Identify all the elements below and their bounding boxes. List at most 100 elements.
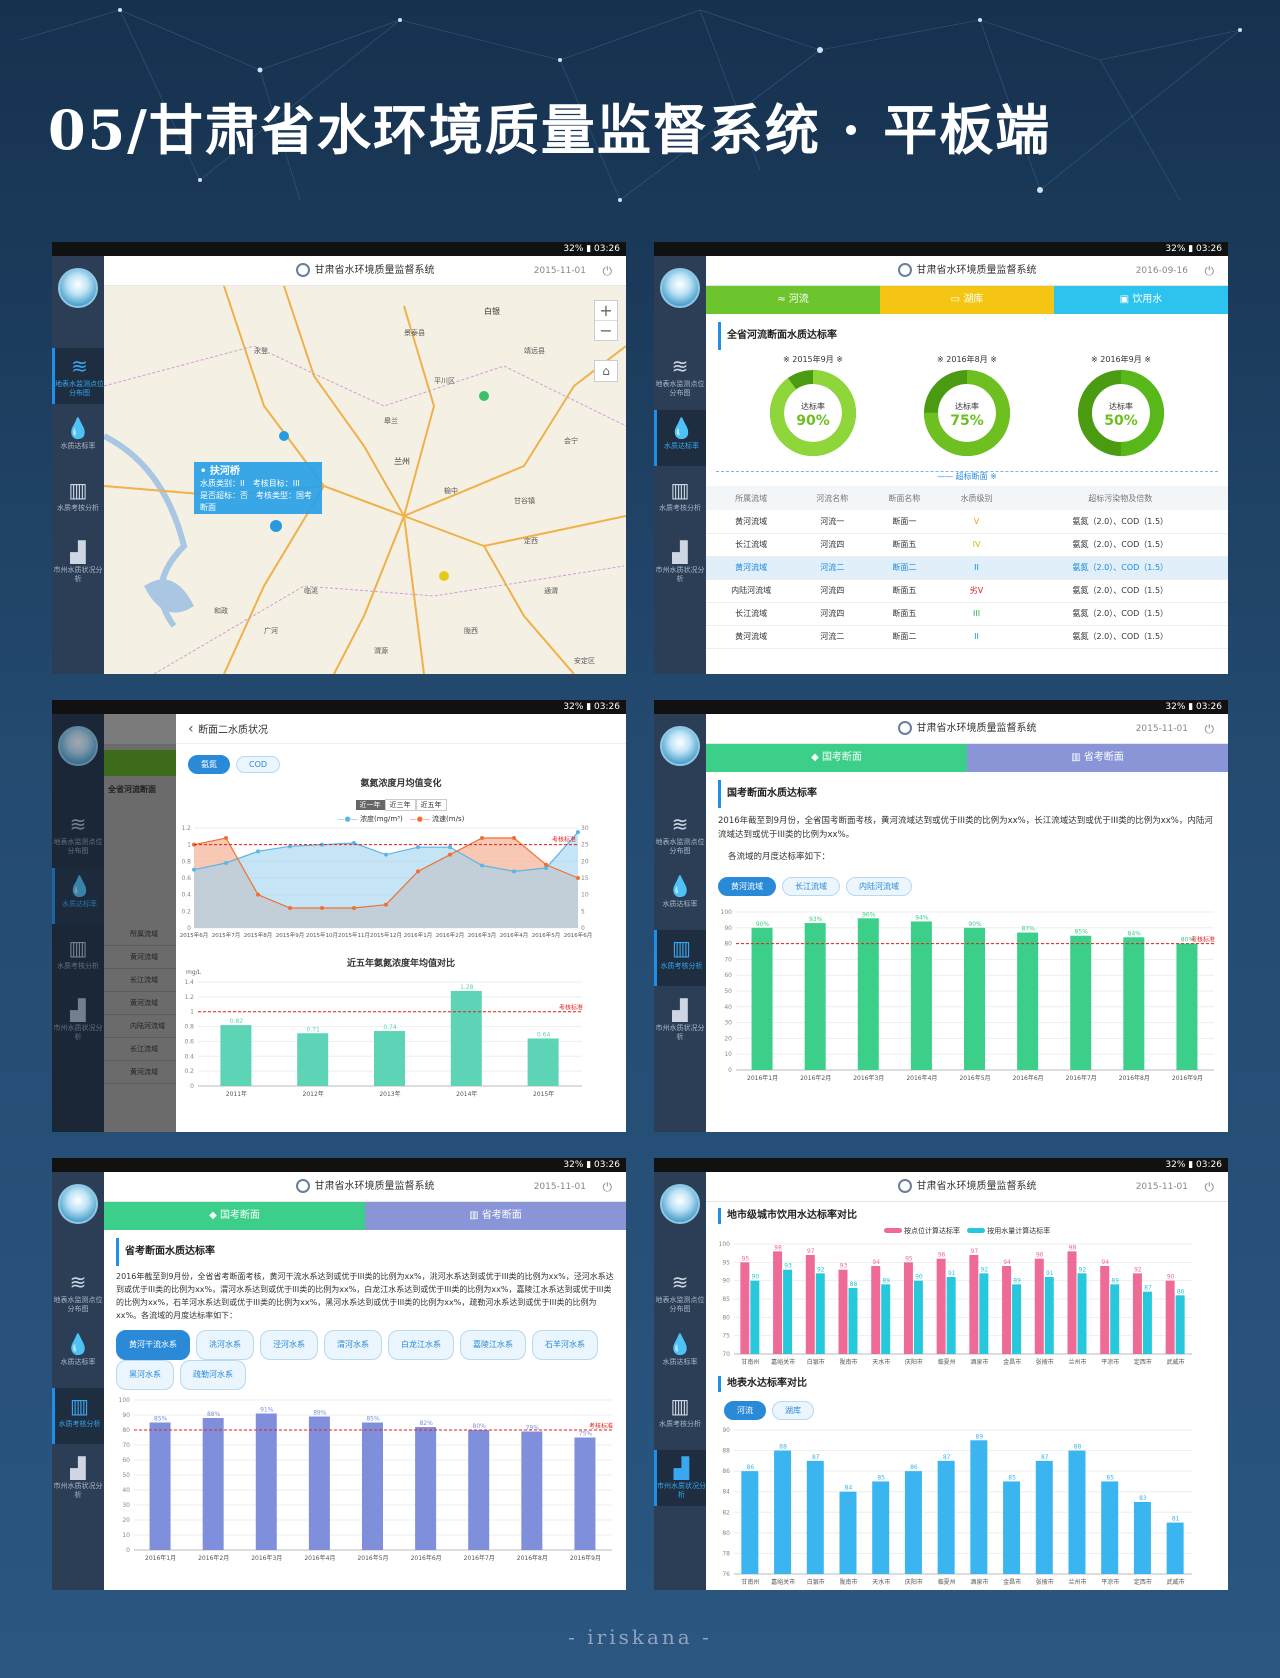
map-view[interactable]: 白银 兰州 景泰县 靖远县 临洮 定西 会宁 平川区 永登 皋兰 榆中 和政 广…: [104, 286, 626, 674]
nav-city[interactable]: ▟ 市州水质状况分析: [53, 998, 103, 1041]
data-label: 88: [850, 1281, 858, 1288]
y-tick-label: 40: [122, 1487, 130, 1494]
period-3y[interactable]: 近三年: [384, 799, 416, 811]
bar: [904, 1471, 922, 1574]
pill-yellow-river[interactable]: 黄河流域: [718, 877, 776, 896]
power-icon[interactable]: ⏻: [602, 264, 613, 278]
zoom-in-button[interactable]: +: [599, 301, 613, 320]
data-label: 94: [1003, 1259, 1011, 1266]
table-row[interactable]: 黄河流域 河流一 断面一 V 氨氮（2.0）、COD（1.5）: [706, 510, 1228, 534]
system-pill[interactable]: 白龙江水系: [388, 1330, 454, 1360]
section-title: 全省河流断面水质达标率: [718, 322, 1216, 350]
data-label: 85: [877, 1474, 885, 1481]
date-picker[interactable]: 2015-11-01: [1135, 1182, 1188, 1192]
system-pill[interactable]: 渭河水系: [324, 1330, 382, 1360]
table-row[interactable]: 长江流域 河流四 断面五 III 氨氮（2.0）、COD（1.5）: [706, 602, 1228, 626]
date-picker[interactable]: 2015-11-01: [533, 1182, 586, 1192]
place-label: 会宁: [564, 437, 578, 445]
data-label: 0.82: [230, 1018, 244, 1025]
nav-map[interactable]: ≋ 地表水监测点位分布图: [655, 1270, 705, 1313]
nav-rate[interactable]: 💧 水质达标率: [52, 410, 104, 466]
place-label: 渭源: [374, 647, 388, 655]
power-icon[interactable]: ⏻: [1204, 264, 1215, 278]
tab-national[interactable]: ◆ 国考断面: [706, 744, 967, 772]
system-pill[interactable]: 黑河水系: [116, 1360, 174, 1390]
zoom-out-button[interactable]: −: [595, 320, 617, 340]
tab-provincial[interactable]: ▥ 省考断面: [967, 744, 1228, 772]
system-pill[interactable]: 泾河水系: [260, 1330, 318, 1360]
power-icon[interactable]: ⏻: [1204, 722, 1215, 736]
tablet-screen-city: 32% ▮ 03:26 ≋ 地表水监测点位分布图 💧 水质达标率 ▥ 水质考核分析 ▟…: [654, 1158, 1228, 1590]
bar-chart-icon: ▟: [70, 998, 86, 1022]
flow-point: [480, 836, 484, 840]
period-1y[interactable]: 近一年: [355, 800, 385, 810]
nav-map[interactable]: ≋ 地表水监测点位分布图: [53, 812, 103, 855]
table-header-cell: 超标污染物及倍数: [1012, 486, 1228, 510]
tab-drinking[interactable]: ▣ 饮用水: [1054, 286, 1228, 314]
pill-inland[interactable]: 内陆河流域: [846, 877, 912, 896]
x-tick-label: 2014年: [456, 1090, 477, 1098]
place-label: 陇西: [464, 627, 478, 635]
dim-header: [104, 714, 176, 744]
nav-rate[interactable]: 💧 水质达标率: [654, 868, 706, 924]
table-row[interactable]: 长江流域 河流四 断面五 IV 氨氮（2.0）、COD（1.5）: [706, 533, 1228, 557]
nav-rate[interactable]: 💧 水质达标率: [52, 868, 104, 924]
nav-city[interactable]: ▟ 市州水质状况分析: [654, 1450, 706, 1506]
nav-city[interactable]: ▟ 市州水质状况分析: [655, 540, 705, 583]
nav-assess[interactable]: ▥ 水质考核分析: [654, 930, 706, 986]
tab-lake[interactable]: ▭ 湖库: [880, 286, 1054, 314]
nav-city[interactable]: ▟ 市州水质状况分析: [53, 540, 103, 583]
government-icon: ▥: [469, 1210, 482, 1221]
y-tick-label: 90: [724, 925, 732, 932]
nav-rate[interactable]: 💧 水质达标率: [654, 1326, 706, 1382]
waterfall-icon: ≋: [671, 812, 689, 836]
flow-point: [448, 852, 452, 857]
tab-national[interactable]: ◆ 国考断面: [104, 1202, 365, 1230]
back-button[interactable]: ‹: [188, 721, 199, 737]
date-picker[interactable]: 2015-11-01: [1135, 724, 1188, 734]
nav-city[interactable]: ▟ 市州水质状况分析: [655, 998, 705, 1041]
period-5y[interactable]: 近五年: [415, 799, 447, 811]
date-picker[interactable]: 2015-11-01: [533, 266, 586, 276]
pill-cod[interactable]: COD: [236, 756, 281, 773]
nav-assess[interactable]: ▥ 水质考核分析: [654, 472, 706, 528]
nav-assess[interactable]: ▥ 水质考核分析: [52, 930, 104, 986]
power-icon[interactable]: ⏻: [1204, 1180, 1215, 1194]
system-pill[interactable]: 疏勒河水系: [180, 1360, 246, 1390]
home-button[interactable]: ⌂: [594, 360, 618, 382]
nav-map[interactable]: ≋ 地表水监测点位分布图: [52, 348, 104, 404]
date-picker[interactable]: 2016-09-16: [1135, 266, 1188, 276]
nav-map[interactable]: ≋ 地表水监测点位分布图: [655, 354, 705, 397]
table-row[interactable]: 内陆河流域 河流四 断面五 劣V 氨氮（2.0）、COD（1.5）: [706, 579, 1228, 603]
donut-block: ※ 2016年8月 ※ 达标率 75%: [919, 354, 1015, 465]
pill-yangtze[interactable]: 长江流域: [782, 877, 840, 896]
author-credit: - iriskana -: [568, 1625, 712, 1649]
nav-rate[interactable]: 💧 水质达标率: [654, 410, 706, 466]
table-cell: 氨氮（2.0）、COD（1.5）: [1012, 556, 1228, 580]
power-icon[interactable]: ⏻: [602, 1180, 613, 1194]
tab-river[interactable]: ≈ 河流: [706, 286, 880, 314]
system-pill[interactable]: 黄河干流水系: [116, 1330, 190, 1360]
nav-map[interactable]: ≋ 地表水监测点位分布图: [655, 812, 705, 855]
nav-assess[interactable]: ▥ 水质考核分析: [52, 1388, 104, 1444]
summary-text: 2016年截至到9月份，全省国考断面考核，黄河流域达到或优于III类的比例为xx…: [718, 816, 1213, 840]
table-row[interactable]: 黄河流域 河流二 断面二 II 氨氮（2.0）、COD（1.5）: [706, 625, 1228, 649]
table-row[interactable]: 黄河流域 河流二 断面二 II 氨氮（2.0）、COD（1.5）: [706, 556, 1228, 580]
nav-rate[interactable]: 💧 水质达标率: [52, 1326, 104, 1382]
table-header-cell: 水质级别: [940, 486, 1013, 510]
system-pill[interactable]: 石羊河水系: [532, 1330, 598, 1360]
pill-ammonia[interactable]: 氨氮: [188, 755, 230, 774]
system-pill[interactable]: 嘉陵江水系: [460, 1330, 526, 1360]
x-tick-label: 2016年7月: [1066, 1074, 1097, 1082]
pill-river[interactable]: 河流: [724, 1401, 766, 1420]
nav-assess[interactable]: ▥ 水质考核分析: [654, 1388, 706, 1444]
table-cell: 氨氮（2.0）、COD（1.5）: [1012, 510, 1228, 534]
nav-city[interactable]: ▟ 市州水质状况分析: [53, 1456, 103, 1499]
nav-assess[interactable]: ▥ 水质考核分析: [52, 472, 104, 528]
pill-lake[interactable]: 湖库: [772, 1401, 814, 1420]
bar: [806, 1460, 824, 1574]
data-label: 81: [1172, 1516, 1180, 1523]
tab-provincial[interactable]: ▥ 省考断面: [365, 1202, 626, 1230]
nav-map[interactable]: ≋ 地表水监测点位分布图: [53, 1270, 103, 1313]
system-pill[interactable]: 洮河水系: [196, 1330, 254, 1360]
